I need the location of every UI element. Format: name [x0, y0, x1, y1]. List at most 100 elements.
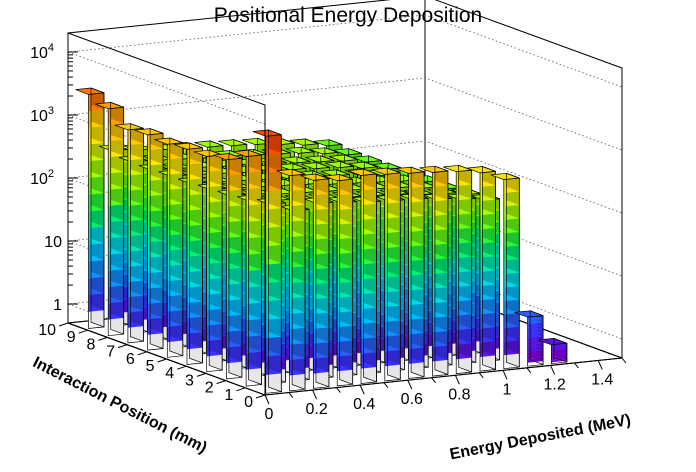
bar-side-outline	[90, 87, 105, 328]
bar-side-slab	[268, 166, 282, 190]
y-tick-label: 7	[106, 344, 115, 361]
x-axis-label: Energy Deposited (MeV)	[448, 412, 632, 464]
bar-side-outline	[267, 129, 282, 393]
y-tick-label: 8	[86, 336, 95, 353]
bar-side-outline	[410, 166, 425, 378]
bar	[443, 164, 473, 374]
bar-front-slab	[551, 347, 567, 351]
y-major-tick	[255, 394, 266, 399]
y-major-tick	[157, 358, 167, 363]
x-major-tick	[502, 370, 508, 380]
bar-side-slab	[268, 203, 282, 227]
y-tick-label: 3	[185, 372, 194, 389]
bar	[466, 165, 496, 372]
x-minor-tick	[526, 367, 532, 374]
bar-front-slab	[551, 352, 567, 356]
x-tick-label: 0.4	[353, 396, 375, 413]
x-major-tick	[264, 394, 270, 405]
bar-side-outline	[529, 310, 544, 366]
bar	[538, 337, 568, 365]
bar	[490, 172, 520, 370]
bar	[276, 168, 306, 392]
bar-side-outline	[149, 128, 164, 349]
y-tick-label: 4	[165, 365, 174, 382]
y-tick-label: 1	[224, 387, 233, 404]
y-major-tick	[236, 387, 246, 392]
y-tick-label: 2	[205, 380, 214, 397]
bar	[300, 173, 330, 389]
bar-side-outline	[434, 165, 449, 376]
bar	[114, 123, 144, 344]
x-tick-label: 1.2	[543, 376, 565, 393]
bar	[75, 87, 105, 329]
x-major-tick	[312, 389, 318, 400]
bar-side-outline	[189, 142, 203, 364]
x-major-tick	[597, 360, 603, 370]
bar	[419, 165, 449, 377]
bar-side-outline	[315, 173, 330, 388]
x-tick-label: 1	[503, 381, 512, 398]
bar-side-outline	[248, 149, 262, 385]
x-tick-label: 0.6	[401, 391, 423, 408]
y-major-tick	[137, 351, 147, 356]
y-tick-label: 9	[67, 329, 76, 346]
y-tick-label: 6	[126, 351, 135, 368]
bar	[371, 167, 401, 382]
bar-side-outline	[339, 174, 354, 385]
x-minor-tick	[431, 377, 436, 384]
z-tick-label: 10	[44, 234, 62, 251]
y-major-tick	[196, 372, 207, 377]
bar-side-outline	[208, 149, 223, 371]
y-major-tick	[78, 329, 88, 334]
bar-side-outline	[505, 172, 520, 368]
y-tick-label: 0	[244, 394, 253, 411]
x-minor-tick	[478, 372, 484, 379]
chart-title: Positional Energy Deposition	[214, 4, 483, 27]
z-gridline	[67, 14, 623, 125]
x-major-tick	[359, 384, 365, 395]
x-minor-tick	[621, 357, 627, 364]
x-minor-tick	[383, 382, 389, 388]
bar-front-slab	[551, 359, 567, 363]
x-tick-label: 0.8	[448, 386, 470, 403]
bar	[95, 101, 125, 337]
x-minor-tick	[336, 387, 341, 393]
bar-side-outline	[363, 168, 377, 383]
y-major-tick	[98, 336, 108, 341]
bar-front-slab	[551, 349, 567, 353]
bar	[232, 149, 262, 387]
y-major-tick	[216, 380, 226, 385]
y-axis-label: Interaction Position (mm)	[30, 354, 210, 457]
bar	[213, 153, 243, 380]
y-tick-label: 5	[146, 358, 155, 375]
bar	[134, 128, 164, 351]
bar-front-slab	[551, 354, 567, 357]
z-tick-label: 102	[30, 168, 54, 188]
x-major-tick	[550, 365, 556, 375]
bar-side-slab	[268, 258, 282, 282]
bar-front-slab	[551, 351, 567, 355]
bar-side-outline	[291, 168, 306, 390]
bar	[252, 129, 282, 394]
x-tick-label: 0.2	[305, 401, 327, 418]
bar-side-outline	[169, 137, 184, 357]
bar-side-outline	[228, 153, 243, 378]
bar-side-outline	[386, 167, 401, 380]
x-tick-label: 0	[265, 406, 274, 423]
y-tick-label: 10	[38, 322, 56, 339]
y-major-tick	[117, 344, 128, 349]
z-tick-label: 103	[30, 105, 54, 125]
bar	[395, 166, 425, 379]
bar-front-slab	[551, 356, 567, 360]
bar	[514, 310, 544, 367]
x-tick-label: 1.4	[591, 371, 613, 388]
bar-front-slab	[551, 344, 567, 348]
bar	[347, 168, 377, 384]
bar-side-outline	[482, 165, 496, 370]
x-minor-tick	[288, 392, 294, 398]
bar-side-slab	[268, 350, 282, 374]
bar-side-outline	[130, 123, 144, 342]
x-major-tick	[407, 379, 413, 390]
